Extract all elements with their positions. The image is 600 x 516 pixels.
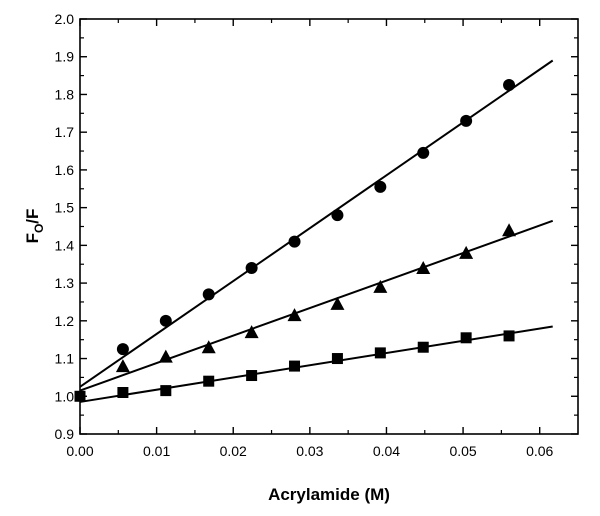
triangle-point bbox=[201, 340, 216, 354]
y-tick-label: 1.7 bbox=[55, 124, 75, 140]
triangle-point bbox=[330, 296, 345, 310]
circle-point bbox=[116, 343, 129, 356]
square-point bbox=[331, 353, 343, 365]
y-tick-label: 1.6 bbox=[55, 162, 75, 178]
y-tick-label: 1.9 bbox=[55, 49, 75, 65]
triangle-point bbox=[373, 279, 388, 293]
y-tick-label: 1.5 bbox=[55, 200, 75, 216]
square-point bbox=[203, 375, 215, 387]
y-axis: 0.9 1.0 1.1 1.2 1.3 1.4 1.5 1.6 1.7 1.8 1.9 2.0 bbox=[55, 11, 578, 442]
y-tick-label: 1.1 bbox=[55, 351, 75, 367]
square-point bbox=[117, 387, 129, 398]
plot-frame bbox=[79, 18, 579, 435]
x-tick-label: 0.03 bbox=[296, 443, 323, 459]
circle-series-fit-line bbox=[79, 59, 554, 388]
y-axis-title-tail: /F bbox=[23, 209, 42, 224]
fit-lines bbox=[79, 59, 554, 403]
square-point bbox=[246, 370, 258, 382]
circle-point bbox=[460, 114, 473, 127]
circle-point bbox=[202, 288, 215, 301]
x-tick-label: 0.04 bbox=[373, 443, 400, 459]
square-point bbox=[417, 341, 429, 353]
x-axis-title: Acrylamide (M) bbox=[268, 485, 390, 504]
x-tick-label: 0.02 bbox=[220, 443, 247, 459]
y-tick-label: 1.4 bbox=[55, 237, 75, 253]
y-axis-title-main: F bbox=[23, 233, 42, 243]
square-point bbox=[160, 385, 172, 397]
circle-point bbox=[245, 262, 258, 274]
circle-point bbox=[503, 79, 516, 92]
x-tick-label: 0.05 bbox=[449, 443, 476, 459]
y-tick-label: 1.3 bbox=[55, 275, 75, 291]
triangle-point bbox=[502, 223, 517, 237]
circle-point bbox=[417, 146, 430, 159]
x-axis: 0.00 0.01 0.02 0.03 0.04 0.05 0.06 bbox=[66, 19, 554, 459]
triangle-point bbox=[287, 308, 302, 322]
y-tick-label: 1.8 bbox=[55, 86, 75, 102]
y-tick-label: 0.9 bbox=[55, 426, 75, 442]
y-tick-label: 1.2 bbox=[55, 313, 75, 329]
triangle-point bbox=[416, 261, 431, 274]
y-axis-title: FO/F bbox=[23, 209, 46, 244]
circle-point bbox=[331, 209, 344, 222]
triangle-point bbox=[115, 359, 130, 373]
square-point bbox=[289, 360, 301, 372]
x-tick-label: 0.01 bbox=[143, 443, 170, 459]
triangle-series-fit-line bbox=[79, 219, 554, 392]
y-tick-label: 1.0 bbox=[55, 388, 75, 404]
triangle-point bbox=[244, 325, 259, 339]
circle-point bbox=[374, 180, 387, 193]
y-tick-label: 2.0 bbox=[55, 11, 75, 27]
square-point bbox=[503, 330, 515, 342]
square-series-fit-line bbox=[79, 325, 553, 403]
circle-point bbox=[159, 314, 172, 327]
square-point bbox=[460, 332, 472, 344]
y-axis-title-subscript: O bbox=[32, 224, 46, 233]
x-tick-label: 0.06 bbox=[526, 443, 553, 459]
square-point bbox=[374, 347, 386, 359]
square-point bbox=[74, 390, 86, 402]
triangle-point bbox=[459, 245, 474, 259]
x-tick-label: 0.00 bbox=[66, 443, 93, 459]
circle-point bbox=[288, 235, 301, 248]
triangle-point bbox=[158, 349, 173, 363]
data-markers bbox=[74, 79, 517, 402]
